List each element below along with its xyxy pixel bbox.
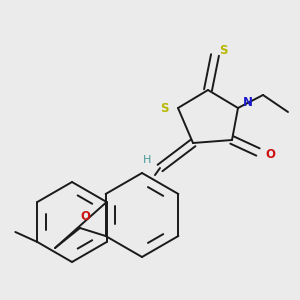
Text: S: S [219, 44, 227, 56]
Text: H: H [143, 155, 151, 165]
Text: N: N [243, 97, 253, 110]
Text: O: O [80, 209, 90, 223]
Text: O: O [265, 148, 275, 160]
Text: S: S [160, 103, 168, 116]
